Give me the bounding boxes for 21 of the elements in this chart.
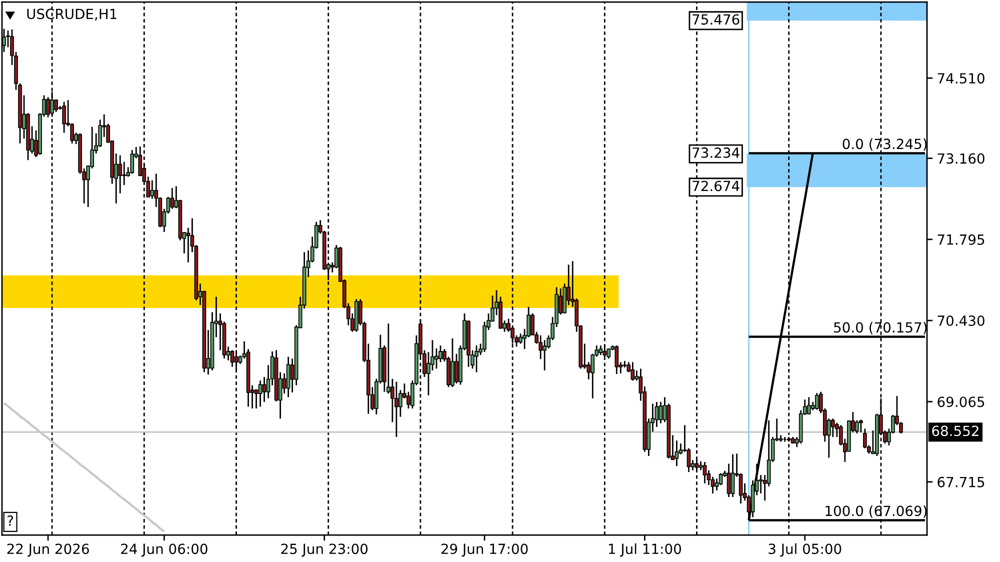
x-tick-label: 22 Jun 2026 [7,544,89,557]
y-tick-label: 70.430 [938,315,984,326]
x-tick-label: 3 Jul 05:00 [768,543,842,557]
y-tick-label: 67.715 [938,476,984,488]
ref-line-label: 68.552 [932,426,978,436]
x-tick-label: 24 Jun 06:00 [121,544,208,557]
series-label: 0.0 (73.245) [842,138,927,151]
series-label: 100.0 (67.069) [826,505,927,518]
annotation: 72.674 [692,180,740,192]
x-tick-label: 29 Jun 17:00 [441,544,528,557]
x-tick-label: 25 Jun 23:00 [281,544,368,557]
x-tick-label: 1 Jul 11:00 [608,543,681,557]
chart-title: USCRUDE,H1 [27,8,116,21]
y-tick-label: 73.160 [938,153,984,164]
y-tick-label: 69.065 [938,396,984,408]
annotation: 73.234 [692,147,740,158]
y-tick-label: 71.795 [938,234,984,245]
annotation: ? [8,515,14,526]
legend-label: 50.0 (70.157) [834,322,927,334]
annotation: 75.476 [692,14,740,25]
y-tick-label: 74.510 [938,73,984,84]
